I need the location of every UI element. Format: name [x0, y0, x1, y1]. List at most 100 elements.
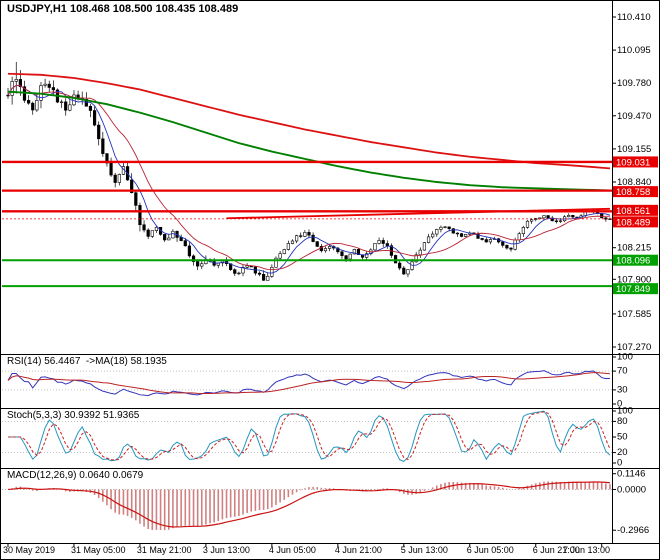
candle-body — [51, 87, 55, 91]
price-level-label: 108.096 — [616, 256, 650, 267]
candle-body — [398, 262, 402, 269]
price-level-box — [612, 186, 658, 198]
candle-body — [72, 94, 76, 106]
candle-body — [348, 253, 352, 260]
candle-body — [323, 248, 328, 252]
candle-body — [179, 237, 183, 241]
stoch-axis-label: 50 — [617, 432, 628, 443]
candle-body — [431, 233, 435, 238]
y-axis-label: 107.900 — [617, 274, 651, 285]
candle-body — [505, 245, 509, 249]
candle-body — [480, 238, 484, 240]
candle-body — [377, 240, 381, 244]
candle-body — [327, 246, 332, 249]
ma-fast-blue-line — [7, 84, 611, 274]
candle-body — [88, 105, 93, 111]
macd-axis-label: 0.1146 — [617, 469, 645, 480]
rsi-axis-label: 100 — [617, 352, 633, 363]
candle-body — [245, 265, 249, 268]
candle-body — [311, 234, 315, 242]
stoch-k-line — [8, 410, 611, 462]
candle-body — [154, 226, 159, 231]
candle-body — [422, 242, 427, 251]
y-axis-label: 109.470 — [617, 111, 651, 122]
candle-body — [554, 220, 558, 222]
candle-body — [59, 101, 64, 103]
candle-body — [604, 217, 608, 220]
candle-body — [356, 249, 361, 256]
chart-title-ohlc: USDJPY,H1 108.468 108.500 108.435 108.48… — [7, 3, 239, 15]
x-axis-label: 6 Jun 05:00 — [467, 545, 514, 555]
macd-indicator-label: MACD(12,26,9) 0.0640 0.0679 — [7, 470, 144, 481]
candle-body — [130, 179, 134, 193]
x-axis-label: 7 Jun 13:00 — [563, 545, 610, 555]
rsi-axis-label: 30 — [617, 384, 628, 395]
candle-body — [315, 241, 319, 247]
candle-body — [451, 228, 455, 234]
candle-body — [274, 257, 278, 268]
candle-body — [35, 100, 39, 111]
candle-body — [373, 243, 377, 251]
candle-body — [509, 247, 513, 250]
candle-body — [299, 235, 303, 237]
x-axis-label: 31 May 21:00 — [137, 545, 192, 555]
candle-body — [530, 219, 534, 222]
candle-body — [517, 233, 521, 241]
rsi-axis-label: 0 — [617, 399, 622, 410]
stoch-axis-label: 20 — [617, 447, 628, 458]
candle-body — [163, 234, 167, 241]
candle-body — [18, 79, 22, 88]
x-axis-label: 4 Jun 05:00 — [269, 545, 316, 555]
candle-body — [187, 245, 192, 257]
y-axis-label: 110.095 — [617, 45, 651, 56]
candle-body — [282, 249, 286, 254]
rsi-axis-label: 70 — [617, 366, 628, 377]
candle-body — [558, 220, 563, 222]
y-axis-label: 107.585 — [617, 309, 651, 320]
candle-body — [439, 226, 443, 230]
price-level-box — [612, 156, 658, 168]
candle-body — [237, 272, 241, 275]
candle-body — [352, 249, 356, 255]
candle-body — [459, 233, 464, 237]
candle-body — [567, 215, 571, 218]
candle-body — [340, 251, 344, 256]
candle-body — [31, 102, 35, 111]
price-level-box — [612, 283, 658, 295]
candle-body — [484, 239, 488, 243]
candle-body — [435, 229, 439, 235]
price-level-label: 108.758 — [616, 187, 650, 198]
ma-fast-red-line — [7, 84, 610, 271]
candle-body — [278, 253, 282, 259]
candle-body — [307, 232, 311, 236]
candle-body — [290, 240, 295, 244]
macd-axis-label: 0.0000 — [617, 484, 646, 495]
candle-body — [113, 174, 117, 183]
candle-body — [542, 215, 546, 219]
ma-slow-red-line — [7, 72, 611, 170]
rsi-indicator-label: RSI(14) 56.4467 ->MA(18) 58.1935 — [7, 356, 167, 367]
candle-body — [171, 230, 175, 239]
candle-body — [443, 226, 447, 228]
candle-body — [600, 213, 604, 219]
candle-body — [241, 267, 245, 274]
candle-body — [92, 110, 97, 126]
candle-body — [68, 104, 72, 111]
stoch-axis-label: 0 — [617, 458, 622, 469]
candle-body — [571, 215, 575, 218]
candle-body — [97, 124, 101, 140]
candle-body — [608, 218, 612, 220]
candle-body — [406, 269, 410, 275]
candle-body — [146, 229, 150, 237]
candle-body — [488, 239, 492, 243]
rsi-line — [7, 370, 610, 397]
candle-body — [402, 267, 406, 275]
candle-body — [418, 249, 422, 256]
candle-body — [43, 83, 47, 86]
candle-body — [336, 247, 340, 253]
y-axis-label: 107.270 — [617, 342, 651, 353]
candle-body — [447, 226, 451, 229]
candle-body — [191, 255, 196, 262]
candle-body — [385, 243, 389, 246]
